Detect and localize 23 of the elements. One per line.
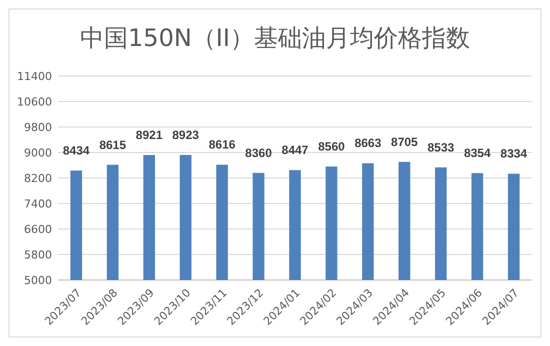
data-label: 8360 xyxy=(245,146,272,160)
y-tick-label: 5000 xyxy=(24,274,52,287)
data-label: 8705 xyxy=(391,134,418,149)
y-tick-label: 5800 xyxy=(24,248,52,262)
data-label: 8334 xyxy=(500,146,528,161)
data-label: 8434 xyxy=(62,144,90,158)
data-label: 8616 xyxy=(208,138,236,152)
y-tick-label: 6600 xyxy=(24,223,52,236)
y-tick-label: 10600 xyxy=(17,96,52,108)
data-label: 8663 xyxy=(354,136,382,150)
chart-title: 中国150N（II）基础油月均价格指数 xyxy=(80,24,470,52)
y-tick-label: 11400 xyxy=(17,70,52,83)
data-label: 8921 xyxy=(136,128,163,142)
y-tick-label: 9000 xyxy=(24,146,52,160)
y-tick-label: 9800 xyxy=(24,121,52,134)
y-tick-label: 7400 xyxy=(24,198,52,210)
y-tick-label: 8200 xyxy=(24,172,52,185)
data-label: 8560 xyxy=(318,140,346,154)
data-label: 8923 xyxy=(172,128,200,142)
data-label: 8533 xyxy=(427,140,455,154)
data-label: 8447 xyxy=(282,143,309,158)
data-label: 8354 xyxy=(464,146,491,160)
data-label: 8615 xyxy=(99,138,126,152)
